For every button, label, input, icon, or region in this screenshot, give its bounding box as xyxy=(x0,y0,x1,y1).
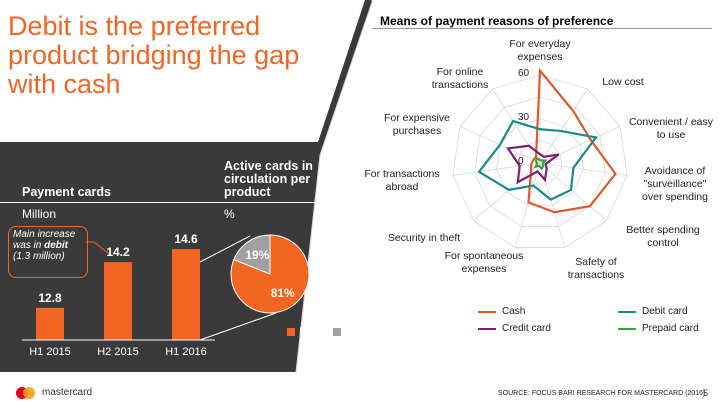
legend-swatch-credit xyxy=(333,328,342,336)
radar-legend-label: Credit card xyxy=(502,323,551,334)
radar-axis-label: Better spending control xyxy=(626,224,700,249)
bar-category-label: H2 2015 xyxy=(97,346,139,358)
radar-axis-label: Avoidance of "surveillance" over spendin… xyxy=(642,165,708,203)
radar-axis-label: Convenient / easy to use xyxy=(628,116,714,141)
radar-series-prepaid-card xyxy=(533,156,548,171)
bar-h2-2015 xyxy=(104,262,132,340)
radar-grid-ring xyxy=(474,96,606,227)
radar-axis-label: Security in theft xyxy=(387,232,461,244)
radar-axis-label: For everyday expenses xyxy=(509,38,571,63)
page-number: 5 xyxy=(703,388,709,398)
radar-tick-label: 0 xyxy=(518,156,524,167)
radar-grid-ring xyxy=(517,140,563,185)
annotation-text: Main increase was in debit (1.3 million) xyxy=(13,229,76,262)
radar-grid-ring xyxy=(452,74,628,248)
pie-slice-label: 19% xyxy=(245,248,270,263)
radar-title-rule xyxy=(372,28,712,29)
radar-series-credit-card xyxy=(506,144,560,185)
pie-unit-label: % xyxy=(224,207,235,221)
pie-chart xyxy=(230,234,310,314)
radar-legend-swatch xyxy=(478,328,496,330)
radar-spoke xyxy=(473,162,541,221)
radar-legend-swatch xyxy=(618,311,636,313)
legend-label-debit: Debit xyxy=(299,325,328,339)
bar-value-label: 14.2 xyxy=(106,245,130,260)
bar-chart xyxy=(22,249,215,341)
bar-value-label: 12.8 xyxy=(38,290,62,305)
mastercard-logo-icon xyxy=(16,386,38,400)
slide-title: Debit is the preferred product bridging … xyxy=(8,11,300,99)
radar-spoke xyxy=(539,88,588,164)
radar-spoke xyxy=(492,88,541,164)
bar-chart-title: Payment cards xyxy=(22,185,111,199)
radar-legend-label: Cash xyxy=(502,306,526,317)
radar-axis-label: For transactions abroad xyxy=(364,168,440,193)
radar-spoke xyxy=(539,162,566,248)
radar-axis-label: For expensive purchases xyxy=(384,112,450,137)
radar-spoke xyxy=(539,126,621,164)
bar-category-label: H1 2015 xyxy=(29,346,71,358)
radar-tick-label: 30 xyxy=(518,112,530,123)
radar-axis-label: For spontaneous expenses xyxy=(444,250,524,275)
radar-spoke xyxy=(514,162,541,248)
pie-slice-debit xyxy=(230,234,310,314)
annotation-connector xyxy=(86,241,113,257)
radar-axis-label: For online transactions xyxy=(431,66,489,91)
radar-tick-label: 60 xyxy=(518,68,530,79)
pie-chart-title: Active cards in circulation per product xyxy=(224,159,313,199)
legend-label-credit: Credit xyxy=(345,325,378,339)
radar-legend-label: Debit card xyxy=(642,306,688,317)
radar-legend-swatch xyxy=(478,311,496,313)
mastercard-logo-text: mastercard xyxy=(42,387,93,398)
radar-chart-title: Means of payment reasons of preference xyxy=(380,14,614,28)
radar-spoke xyxy=(452,162,541,176)
pie-legend: Debit Credit xyxy=(287,325,377,339)
source-right: SOURCE: FOCUS BARI RESEARCH FOR MASTERCA… xyxy=(498,390,706,397)
bar-unit-label: Million xyxy=(22,207,57,221)
bar-category-label: H1 2016 xyxy=(165,346,207,358)
radar-series-debit-card xyxy=(477,119,598,201)
radar-axis-label: Low cost xyxy=(602,76,644,88)
radar-spoke xyxy=(539,162,607,221)
radar-legend-label: Prepaid card xyxy=(642,323,699,334)
radar-legend-swatch xyxy=(618,328,636,330)
pie-slice-label: 81% xyxy=(270,285,295,300)
bar-h1-2015 xyxy=(36,307,64,340)
bar-h1-2016 xyxy=(172,249,200,340)
legend-swatch-debit xyxy=(287,328,295,336)
annotation-box: Main increase was in debit (1.3 million) xyxy=(8,226,88,278)
source-left: SOURCE: BANK OF GREECE, 12/01/2017 xyxy=(140,390,275,397)
radar-spoke xyxy=(539,162,628,176)
radar-axis-label: Safety of transactions xyxy=(567,256,625,281)
bar-title-rule xyxy=(0,202,318,203)
bar-value-label: 14.6 xyxy=(174,232,198,247)
